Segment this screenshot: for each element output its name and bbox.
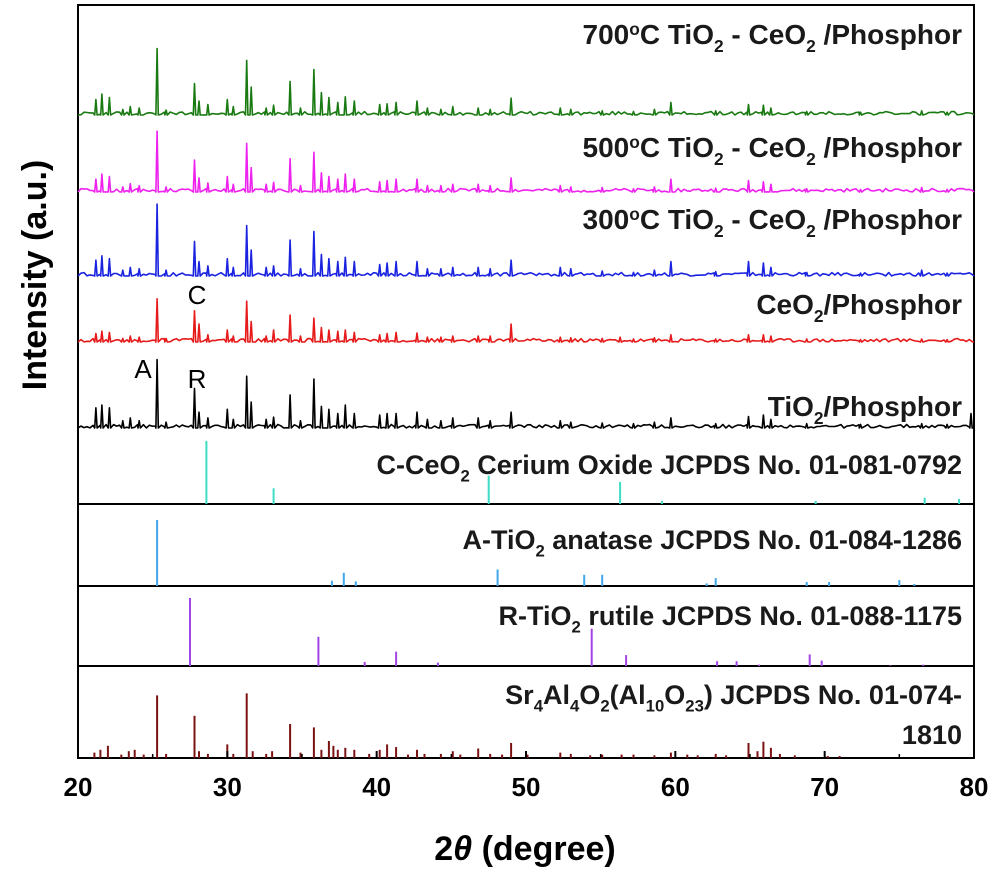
reference-label-line2: 1810 xyxy=(902,720,962,750)
series-label-500-c-tio2-ceo2-phosphor-part: C TiO xyxy=(640,132,714,163)
reference-label-c-ceo2-cerium-oxide-jcpds-no-01-081-0792-part: C-CeO xyxy=(376,450,460,480)
reference-label-c-ceo2-cerium-oxide-jcpds-no-01-081-0792-part: Cerium Oxide JCPDS No. 01-081-0792 xyxy=(470,450,962,480)
spectrum-500-c-tio2-ceo2-phosphor xyxy=(77,130,975,193)
reference-group xyxy=(93,441,961,758)
x-tick-label: 60 xyxy=(661,772,690,802)
reference-label-sr4al4o2-al10o23-jcpds-no-01-074-1810-part: 4 xyxy=(570,697,580,716)
series-label-500-c-tio2-ceo2-phosphor-part: - CeO xyxy=(724,132,806,163)
spectra-group xyxy=(77,47,975,429)
x-axis-title-prefix: 2 xyxy=(434,830,453,868)
series-label-300-c-tio2-ceo2-phosphor-part: /Phosphor xyxy=(816,204,962,235)
peak-letter-a: A xyxy=(134,354,152,384)
x-tick-label: 70 xyxy=(810,772,839,802)
series-label-700-c-tio2-ceo2-phosphor-part: o xyxy=(629,19,640,39)
series-label-300-c-tio2-ceo2-phosphor-part: C TiO xyxy=(640,204,714,235)
series-label-ceo2-phosphor-part: CeO xyxy=(756,289,814,320)
series-label-500-c-tio2-ceo2-phosphor-part: /Phosphor xyxy=(816,132,962,163)
x-axis-title-unit: (degree) xyxy=(472,830,616,868)
series-label-500-c-tio2-ceo2-phosphor-part: 500 xyxy=(583,132,630,163)
reference-label-r-tio2-rutile-jcpds-no-01-088-1175-part: 2 xyxy=(572,618,581,637)
series-label-ceo2-phosphor-part: 2 xyxy=(814,306,824,326)
x-tick-label: 50 xyxy=(512,772,541,802)
series-label-500-c-tio2-ceo2-phosphor-part: 2 xyxy=(806,149,816,169)
spectrum-ceo2-phosphor xyxy=(77,298,975,343)
reference-label-sr4al4o2-al10o23-jcpds-no-01-074-1810-part: ) JCPDS No. 01-074- xyxy=(704,680,962,710)
x-tick-label: 80 xyxy=(960,772,989,802)
series-label-300-c-tio2-ceo2-phosphor-part: 300 xyxy=(583,204,630,235)
series-label-ceo2-phosphor: CeO2/Phosphor xyxy=(756,289,962,326)
series-label-tio2-phosphor: TiO2/Phosphor xyxy=(768,391,962,428)
y-axis-title: Intensity (a.u.) xyxy=(16,160,54,390)
reference-label-sr4al4o2-al10o23-jcpds-no-01-074-1810: Sr4Al4O2(Al10O23) JCPDS No. 01-074- xyxy=(505,680,962,716)
reference-label-r-tio2-rutile-jcpds-no-01-088-1175-part: rutile JCPDS No. 01-088-1175 xyxy=(581,601,962,631)
reference-label-a-tio2-anatase-jcpds-no-01-084-1286-part: anatase JCPDS No. 01-084-1286 xyxy=(545,525,962,555)
peak-letter-c: C xyxy=(188,280,207,310)
reference-label-r-tio2-rutile-jcpds-no-01-088-1175: R-TiO2 rutile JCPDS No. 01-088-1175 xyxy=(499,601,963,637)
series-label-300-c-tio2-ceo2-phosphor: 300oC TiO2 - CeO2 /Phosphor xyxy=(583,204,963,241)
main-panel-frame xyxy=(77,4,975,505)
reference-label-a-tio2-anatase-jcpds-no-01-084-1286: A-TiO2 anatase JCPDS No. 01-084-1286 xyxy=(462,525,962,561)
reference-label-sr4al4o2-al10o23-jcpds-no-01-074-1810-part: 4 xyxy=(534,697,544,716)
x-tick-label: 30 xyxy=(213,772,242,802)
series-label-tio2-phosphor-part: /Phosphor xyxy=(824,391,963,422)
reference-label-sr4al4o2-al10o23-jcpds-no-01-074-1810-part: 10 xyxy=(646,697,665,716)
x-tick-label: 20 xyxy=(64,772,93,802)
series-label-tio2-phosphor-part: TiO xyxy=(768,391,814,422)
reference-label-sr4al4o2-al10o23-jcpds-no-01-074-1810-part: Sr xyxy=(505,680,534,710)
reference-label-r-tio2-rutile-jcpds-no-01-088-1175-part: R-TiO xyxy=(499,601,572,631)
panel-frames xyxy=(77,4,975,759)
series-label-500-c-tio2-ceo2-phosphor-part: o xyxy=(629,132,640,152)
spectrum-300-c-tio2-ceo2-phosphor xyxy=(77,203,975,277)
series-label-tio2-phosphor-part: 2 xyxy=(814,408,824,428)
series-label-700-c-tio2-ceo2-phosphor-part: 700 xyxy=(583,19,630,50)
series-label-700-c-tio2-ceo2-phosphor-part: C TiO xyxy=(640,19,714,50)
peak-letter-r: R xyxy=(188,364,207,394)
series-label-300-c-tio2-ceo2-phosphor-part: 2 xyxy=(806,221,816,241)
reference-label-sr4al4o2-al10o23-jcpds-no-01-074-1810-part: 23 xyxy=(685,697,704,716)
series-label-700-c-tio2-ceo2-phosphor-part: 2 xyxy=(806,36,816,56)
x-axis: 20 30 40 50 60 70 80 xyxy=(64,751,989,802)
reference-label-sr4al4o2-al10o23-jcpds-no-01-074-1810-part: (Al xyxy=(610,680,646,710)
series-label-700-c-tio2-ceo2-phosphor: 700oC TiO2 - CeO2 /Phosphor xyxy=(583,19,963,56)
series-label-300-c-tio2-ceo2-phosphor-part: - CeO xyxy=(724,204,806,235)
series-label-500-c-tio2-ceo2-phosphor-part: 2 xyxy=(714,149,724,169)
reference-label-sr4al4o2-al10o23-jcpds-no-01-074-1810-part: O xyxy=(664,680,685,710)
series-label-500-c-tio2-ceo2-phosphor: 500oC TiO2 - CeO2 /Phosphor xyxy=(583,132,963,169)
series-label-300-c-tio2-ceo2-phosphor-part: o xyxy=(629,204,640,224)
reference-label-c-ceo2-cerium-oxide-jcpds-no-01-081-0792: C-CeO2 Cerium Oxide JCPDS No. 01-081-079… xyxy=(376,450,962,486)
x-axis-title: 2θ (degree) xyxy=(434,830,615,868)
spectrum-700-c-tio2-ceo2-phosphor xyxy=(77,47,975,116)
series-label-700-c-tio2-ceo2-phosphor-part: /Phosphor xyxy=(816,19,962,50)
series-label-300-c-tio2-ceo2-phosphor-part: 2 xyxy=(714,221,724,241)
x-axis-title-theta: θ xyxy=(453,830,472,868)
series-label-700-c-tio2-ceo2-phosphor-part: 2 xyxy=(714,36,724,56)
reference-label-sr4al4o2-al10o23-jcpds-no-01-074-1810-part: O xyxy=(579,680,600,710)
reference-label-a-tio2-anatase-jcpds-no-01-084-1286-part: A-TiO xyxy=(462,525,535,555)
reference-label-a-tio2-anatase-jcpds-no-01-084-1286-part: 2 xyxy=(535,542,544,561)
reference-label-sr4al4o2-al10o23-jcpds-no-01-074-1810-part: 2 xyxy=(600,697,609,716)
spectrum-tio2-phosphor xyxy=(77,358,974,429)
x-tick-label: 40 xyxy=(362,772,391,802)
reference-label-sr4al4o2-al10o23-jcpds-no-01-074-1810-part: Al xyxy=(543,680,570,710)
reference-label-c-ceo2-cerium-oxide-jcpds-no-01-081-0792-part: 2 xyxy=(460,467,469,486)
series-label-700-c-tio2-ceo2-phosphor-part: - CeO xyxy=(724,19,806,50)
series-label-ceo2-phosphor-part: /Phosphor xyxy=(824,289,963,320)
